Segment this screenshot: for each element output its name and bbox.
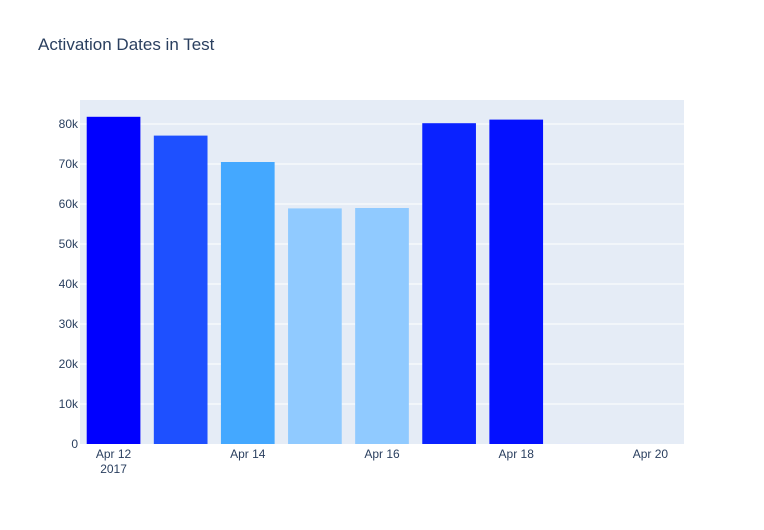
bar <box>288 208 342 444</box>
bar <box>422 123 476 444</box>
x-tick-label: Apr 18 <box>499 447 535 461</box>
bar <box>221 162 275 444</box>
bar <box>489 120 543 444</box>
bar <box>87 117 141 444</box>
chart-title: Activation Dates in Test <box>38 35 215 54</box>
bar <box>355 208 409 444</box>
y-tick-label: 10k <box>59 397 79 411</box>
y-tick-label: 30k <box>59 317 79 331</box>
x-tick-label: Apr 12 <box>96 447 132 461</box>
y-tick-label: 60k <box>59 197 79 211</box>
y-axis: 0 10k 20k 30k 40k 50k 60k 70k 80k <box>59 117 79 451</box>
x-tick-label: Apr 20 <box>633 447 669 461</box>
y-tick-label: 40k <box>59 277 79 291</box>
y-tick-label: 80k <box>59 117 79 131</box>
x-tick-label: Apr 16 <box>364 447 400 461</box>
y-tick-label: 70k <box>59 157 79 171</box>
y-tick-label: 50k <box>59 237 79 251</box>
bar <box>154 136 208 444</box>
y-tick-label: 0 <box>71 437 78 451</box>
y-tick-label: 20k <box>59 357 79 371</box>
x-tick-sublabel: 2017 <box>100 462 127 476</box>
x-tick-label: Apr 14 <box>230 447 266 461</box>
